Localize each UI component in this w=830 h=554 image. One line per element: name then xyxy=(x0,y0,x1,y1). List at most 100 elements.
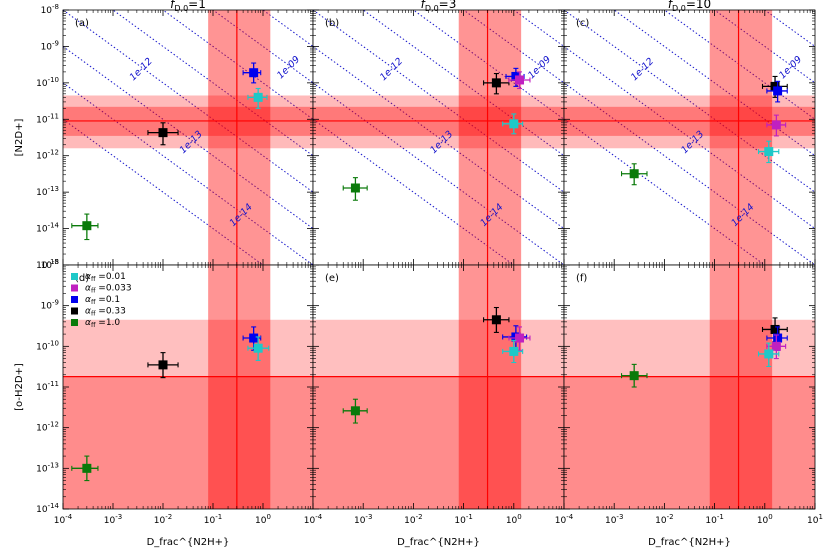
data-point-alpha-1.0 xyxy=(620,363,648,388)
y-tick-label: 10-9 xyxy=(41,299,59,312)
data-point-alpha-1.0 xyxy=(71,213,99,241)
legend-marker xyxy=(71,273,78,280)
oh2dp-band-upper xyxy=(63,319,313,377)
legend-marker xyxy=(71,296,78,303)
data-point-alpha-0.1 xyxy=(766,80,788,103)
y-tick-label: 10-12 xyxy=(36,421,59,434)
data-marker xyxy=(158,360,168,370)
x-tick-label: 10-3 xyxy=(104,513,122,526)
x-tick-label: 10-4 xyxy=(304,513,323,526)
data-point-alpha-0.33 xyxy=(483,73,510,95)
data-point-alpha-0.1 xyxy=(242,62,262,84)
x-axis-label: D_frac^{N2H+} xyxy=(147,537,230,548)
data-marker xyxy=(764,349,774,359)
panel-label: (e) xyxy=(325,273,339,284)
legend-marker xyxy=(71,319,78,326)
data-marker xyxy=(350,406,360,416)
data-point-alpha-0.01 xyxy=(247,336,270,361)
panel-label: (d) xyxy=(75,273,89,284)
data-marker xyxy=(515,75,525,85)
column-title: fD,0=10 xyxy=(668,0,711,13)
data-marker xyxy=(629,371,639,381)
panel-b: 1e-051e-061e-071e-081e-091e-111e-121e-13… xyxy=(313,0,564,265)
x-tick-label: 100 xyxy=(506,513,522,526)
diagonal-label: 1e-08 xyxy=(476,0,503,8)
data-point-alpha-1.0 xyxy=(620,163,648,186)
panel-label: (b) xyxy=(325,18,339,29)
panel-background xyxy=(63,10,313,265)
x-tick-label: 10-3 xyxy=(605,513,623,526)
panel-a: 1e-051e-061e-071e-081e-091e-111e-121e-13… xyxy=(63,0,313,265)
diagonal-label: 1e-11 xyxy=(328,0,355,10)
x-tick-label: 10-1 xyxy=(454,513,472,526)
x-tick-label: 10-4 xyxy=(555,513,574,526)
x-tick-label: 100 xyxy=(757,513,773,526)
data-marker xyxy=(82,463,92,473)
data-marker xyxy=(249,333,259,343)
data-point-alpha-0.01 xyxy=(247,87,268,109)
oh2dp-band-lower xyxy=(313,376,564,509)
oh2dp-band-upper xyxy=(313,319,564,377)
data-marker xyxy=(770,324,780,334)
data-marker xyxy=(82,221,92,231)
data-point-alpha-0.33 xyxy=(147,352,179,379)
y-tick-label: 10-15 xyxy=(36,258,59,271)
data-point-alpha-1.0 xyxy=(71,455,99,482)
panel-background xyxy=(564,10,815,265)
panel-label: (a) xyxy=(75,18,89,29)
column-title: fD,0=3 xyxy=(421,0,457,13)
oh2dp-band-lower xyxy=(564,376,815,509)
panel-d xyxy=(63,265,313,509)
panel-f xyxy=(564,265,815,509)
panel-label: (c) xyxy=(576,18,589,29)
column-title: fD,0=1 xyxy=(170,0,206,13)
data-marker xyxy=(764,147,774,157)
data-point-alpha-0.33 xyxy=(483,306,510,333)
x-tick-label: 10-2 xyxy=(655,513,673,526)
panel-background xyxy=(313,10,564,265)
y-axis-label: [N2D+] xyxy=(14,119,25,157)
x-tick-label: 101 xyxy=(807,513,823,526)
data-marker xyxy=(253,92,263,102)
data-point-alpha-1.0 xyxy=(342,177,368,201)
data-marker xyxy=(773,86,783,96)
data-point-alpha-0.033 xyxy=(766,334,787,360)
legend-marker xyxy=(71,307,78,315)
dfrac-band xyxy=(208,10,271,265)
data-marker xyxy=(509,346,519,356)
y-tick-label: 10-13 xyxy=(36,461,59,474)
y-tick-label: 10-12 xyxy=(36,149,59,162)
data-marker xyxy=(771,341,781,351)
legend-label: αff =1.0 xyxy=(85,318,120,329)
y-tick-label: 10-9 xyxy=(41,39,59,52)
diagonal-label: 1e-08 xyxy=(225,0,252,8)
y-axis-label: [o-H2D+] xyxy=(14,363,25,411)
legend-label: αff =0.1 xyxy=(85,295,120,306)
data-point-alpha-0.01 xyxy=(502,339,524,364)
y-tick-label: 10-11 xyxy=(36,112,59,125)
x-tick-label: 10-1 xyxy=(705,513,723,526)
data-marker xyxy=(515,333,525,343)
data-marker xyxy=(491,315,501,325)
dfrac-band xyxy=(709,265,773,509)
x-tick-label: 10-2 xyxy=(404,513,422,526)
y-tick-label: 10-14 xyxy=(36,222,59,235)
y-tick-label: 10-10 xyxy=(36,339,59,352)
dfrac-band xyxy=(458,10,522,265)
dfrac-band xyxy=(709,10,773,265)
data-marker xyxy=(253,343,263,353)
panel-background xyxy=(63,265,313,509)
data-marker xyxy=(629,169,639,179)
data-marker xyxy=(249,68,259,78)
y-tick-label: 10-10 xyxy=(36,76,59,89)
legend-label: αff =0.33 xyxy=(85,307,126,318)
panel-e xyxy=(313,265,564,509)
data-marker xyxy=(770,81,780,91)
y-tick-label: 10-8 xyxy=(41,3,59,16)
data-point-alpha-1.0 xyxy=(342,398,368,424)
data-marker xyxy=(158,128,168,138)
x-tick-label: 10-3 xyxy=(354,513,372,526)
y-tick-label: 10-8 xyxy=(41,258,59,271)
x-tick-label: 10-2 xyxy=(154,513,172,526)
